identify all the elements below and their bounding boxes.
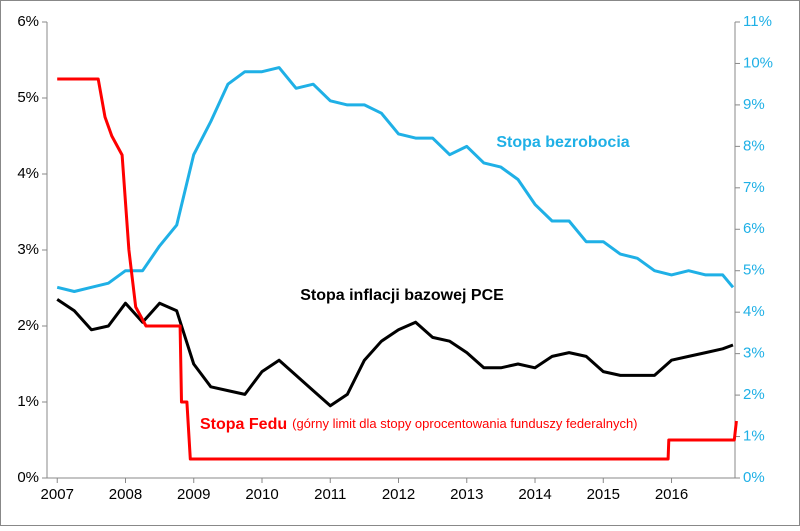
x-tick-label: 2012 [382,486,415,503]
series-line [57,77,738,461]
series-line [56,298,734,408]
annotation: Stopa inflacji bazowej PCE [300,287,504,304]
x-tick-label: 2007 [41,486,74,503]
y2-tick-label: 9% [743,96,765,113]
y2-tick-label: 3% [743,345,765,362]
y2-tick-label: 0% [743,469,765,486]
y2-tick-label: 10% [743,54,773,71]
y2-tick-label: 2% [743,386,765,403]
y-tick-label: 5% [17,89,39,106]
y2-tick-label: 8% [743,137,765,154]
x-tick-label: 2016 [655,486,688,503]
series-line [56,66,735,293]
y-tick-label: 2% [17,317,39,334]
x-tick-label: 2010 [245,486,278,503]
y2-tick-label: 5% [743,262,765,279]
y-tick-label: 6% [17,13,39,30]
x-tick-label: 2008 [109,486,142,503]
x-tick-label: 2014 [518,486,551,503]
y2-tick-label: 1% [743,428,765,445]
annotation: Stopa Fedu (górny limit dla stopy oprocen… [200,416,638,433]
annotation: Stopa bezrobocia [496,134,629,151]
y-tick-label: 0% [17,469,39,486]
y-tick-label: 3% [17,241,39,258]
x-tick-label: 2015 [587,486,620,503]
annotation: (górny limit dla stopy oprocentowania fu… [292,416,637,431]
y2-tick-label: 7% [743,179,765,196]
annotation: Stopa Fedu [200,416,287,433]
y2-tick-label: 4% [743,303,765,320]
x-tick-label: 2011 [314,486,346,503]
y-tick-label: 1% [17,393,39,410]
y2-tick-label: 11% [743,13,772,30]
x-tick-label: 2009 [177,486,210,503]
y-tick-label: 4% [17,165,39,182]
y2-tick-label: 6% [743,220,765,237]
x-tick-label: 2013 [450,486,483,503]
